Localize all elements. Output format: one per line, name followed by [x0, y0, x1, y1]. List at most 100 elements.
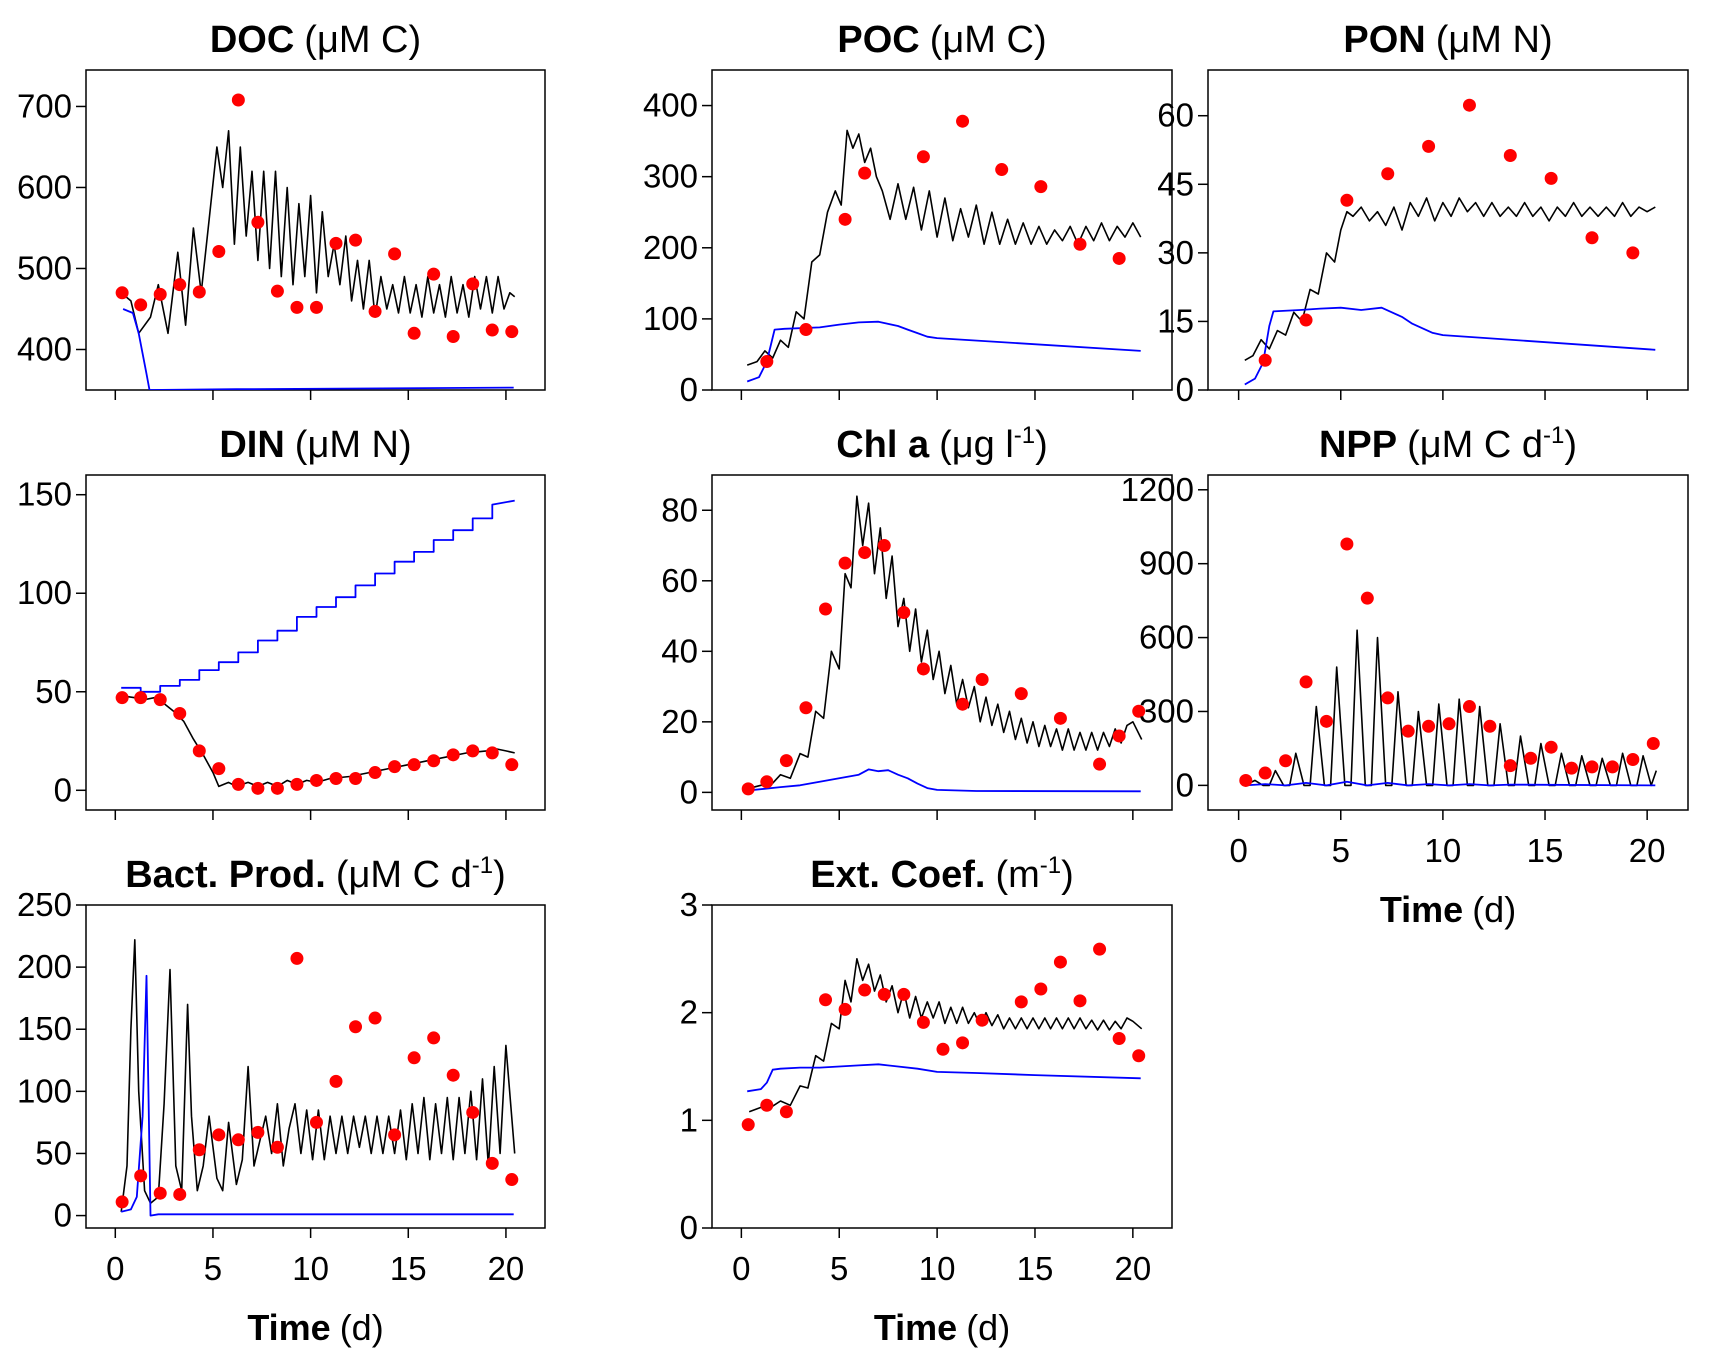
observation-point: [329, 236, 343, 250]
y-tick-label: 0: [680, 371, 698, 408]
observation-point: [485, 1156, 499, 1170]
observation-point: [134, 691, 148, 705]
title-unit: (μM N): [1436, 19, 1553, 61]
x-axis-label-unit: (d): [966, 1307, 1010, 1348]
y-tick-label: 150: [17, 1010, 72, 1047]
observation-point: [212, 244, 226, 258]
observation-point: [446, 748, 460, 762]
y-tick-label: 50: [35, 1134, 72, 1171]
y-tick-label: 900: [1139, 545, 1194, 582]
observation-point: [975, 673, 989, 687]
observation-point: [838, 556, 852, 570]
x-tick-label: 20: [1114, 1250, 1151, 1287]
title-unit-close: ): [1564, 424, 1577, 466]
model-line-black: [120, 939, 516, 1212]
observation-point: [1544, 171, 1558, 185]
y-tick-label: 0: [54, 771, 72, 808]
title-unit-exponent: -1: [472, 852, 493, 879]
observation-point: [1442, 717, 1456, 731]
observation-point: [505, 325, 519, 339]
observation-point: [995, 163, 1009, 177]
title-unit: (μg l: [939, 424, 1014, 466]
observation-point: [760, 1098, 774, 1112]
x-axis-label-bold: Time: [1380, 889, 1463, 930]
x-tick-label: 0: [1229, 832, 1247, 869]
observation-point: [407, 326, 421, 340]
x-tick-label: 20: [1629, 832, 1666, 869]
y-tick-label: 45: [1157, 165, 1194, 202]
observation-point: [1605, 760, 1619, 774]
title-variable: Chl a: [836, 424, 930, 466]
observation-point: [838, 1002, 852, 1016]
observation-point: [1132, 1049, 1146, 1063]
observation-point: [1626, 753, 1640, 767]
observation-point: [251, 215, 265, 229]
observation-point: [1401, 724, 1415, 738]
observation-point: [407, 1051, 421, 1065]
observation-point: [1340, 193, 1354, 207]
observation-point: [329, 1074, 343, 1088]
observation-point: [1422, 139, 1436, 153]
observation-point: [1258, 353, 1272, 367]
x-tick-label: 20: [488, 1250, 525, 1287]
model-line-black: [746, 129, 1142, 366]
panel-title: DIN (μM N): [219, 424, 411, 466]
observation-point: [368, 766, 382, 780]
x-axis-label-unit: (d): [340, 1307, 384, 1348]
observation-point: [192, 1143, 206, 1157]
observation-point: [388, 1128, 402, 1142]
observation-point: [485, 323, 499, 337]
observation-point: [466, 277, 480, 291]
observation-point: [153, 693, 167, 707]
observation-point: [388, 247, 402, 261]
x-axis-label-bold: Time: [874, 1307, 957, 1348]
panel-7: Bact. Prod. (μM C d-1) 0 50 100 150 200 250 0 5 10…: [17, 852, 546, 1348]
observation-point: [1258, 766, 1272, 780]
observation-point: [1093, 757, 1107, 771]
y-tick-label: 3: [680, 886, 698, 923]
observation-point: [173, 1187, 187, 1201]
y-tick-label: 0: [54, 1197, 72, 1234]
y-tick-label: 15: [1157, 302, 1194, 339]
panel-title: DOC (μM C): [210, 19, 421, 61]
observation-point: [1381, 691, 1395, 705]
observation-point: [760, 355, 774, 369]
observation-point: [329, 771, 343, 785]
observation-point: [1565, 761, 1579, 775]
observation-point: [349, 1020, 363, 1034]
y-tick-label: 500: [17, 249, 72, 286]
y-tick-label: 40: [661, 632, 698, 669]
observation-point: [192, 744, 206, 758]
observation-point: [251, 781, 265, 795]
observation-point: [466, 744, 480, 758]
y-tick-label: 20: [661, 703, 698, 740]
x-axis-label-bold: Time: [247, 1307, 330, 1348]
y-tick-label: 0: [680, 773, 698, 810]
y-tick-label: 60: [1157, 97, 1194, 134]
observation-point: [1112, 729, 1126, 743]
observation-point: [173, 706, 187, 720]
title-variable: NPP: [1319, 424, 1397, 466]
y-tick-label: 1200: [1121, 471, 1194, 508]
title-variable: PON: [1343, 19, 1425, 61]
observation-point: [1299, 313, 1313, 327]
y-tick-label: 200: [643, 229, 698, 266]
y-tick-label: 0: [1176, 766, 1194, 803]
x-axis-label-unit: (d): [1472, 889, 1516, 930]
observation-point: [1422, 719, 1436, 733]
panel-1: DOC (μM C) 400 500 600 700: [17, 19, 546, 400]
observation-point: [466, 1105, 480, 1119]
observation-point: [407, 758, 421, 772]
observation-point: [916, 1015, 930, 1029]
title-unit-close: ): [1035, 424, 1048, 466]
model-line-blue: [747, 1063, 1141, 1093]
x-axis-label: Time (d): [874, 1307, 1010, 1348]
title-variable: DIN: [219, 424, 284, 466]
x-tick-label: 5: [204, 1250, 222, 1287]
observation-point: [1340, 537, 1354, 551]
y-tick-label: 100: [17, 1072, 72, 1109]
y-tick-label: 1: [680, 1101, 698, 1138]
y-tick-label: 100: [643, 300, 698, 337]
plot-frame: [1207, 474, 1689, 811]
observation-point: [1626, 246, 1640, 260]
